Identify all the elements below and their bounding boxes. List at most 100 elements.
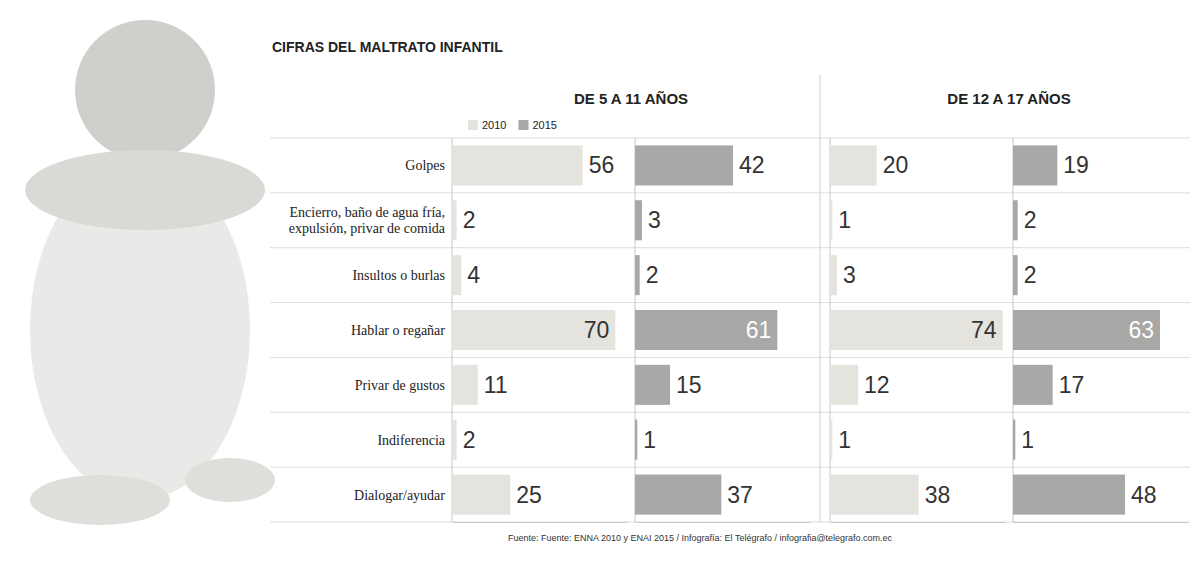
data-label: 17 (1059, 372, 1085, 398)
category-label: Encierro, baño de agua fría,expulsión, p… (289, 205, 446, 236)
category-label: Privar de gustos (355, 378, 445, 393)
source: Fuente: Fuente: ENNA 2010 y ENAI 2015 / … (508, 533, 893, 543)
row-separator (270, 467, 1190, 468)
bar (1013, 310, 1160, 350)
data-labels: 42326115137 (643, 152, 771, 507)
bar (452, 420, 457, 460)
row-separator (270, 357, 1190, 358)
x-axis-line (1014, 522, 1189, 523)
category-label-line: Golpes (405, 158, 445, 173)
data-label: 37 (727, 482, 753, 508)
row-separator (270, 192, 1190, 193)
illustration (25, 20, 275, 525)
data-label: 1 (838, 207, 851, 233)
data-label: 25 (516, 482, 542, 508)
bar (1013, 365, 1053, 405)
row-separator (270, 302, 1190, 303)
legend-item: 2010 (468, 119, 506, 131)
bar (452, 310, 615, 350)
legend-label: 2015 (532, 119, 556, 131)
legend-label: 2010 (482, 119, 506, 131)
data-label: 70 (584, 317, 610, 343)
data-label: 19 (1063, 152, 1089, 178)
x-axis-line (636, 522, 811, 523)
data-labels: 56247011225 (463, 152, 615, 507)
bar (830, 310, 1003, 350)
chart: CIFRAS DEL MALTRATO INFANTIL Golpes Encier… (0, 0, 1200, 566)
category-label-line: Insultos o burlas (352, 268, 445, 283)
bar (1013, 255, 1018, 295)
bar (635, 420, 637, 460)
row-separator (270, 522, 1190, 523)
data-label: 42 (739, 152, 765, 178)
bar (452, 255, 461, 295)
legend-swatch (468, 120, 478, 130)
x-axis (831, 522, 1006, 523)
chart-title: CIFRAS DEL MALTRATO INFANTIL (272, 39, 503, 55)
bar (830, 475, 919, 515)
bar (452, 365, 478, 405)
group-title: DE 12 A 17 AÑOS (947, 90, 1070, 107)
data-label: 2 (646, 262, 659, 288)
x-axis (636, 522, 811, 523)
bar (830, 420, 832, 460)
category-label-line: Dialogar/ayudar (354, 488, 445, 503)
category-label: Indiferencia (377, 433, 445, 448)
data-label: 2 (1024, 262, 1037, 288)
illustration-feet (30, 475, 170, 525)
category-label-line: Encierro, baño de agua fría, (290, 205, 445, 220)
bars (1013, 145, 1160, 514)
bar (1013, 145, 1057, 185)
data-label: 1 (838, 427, 851, 453)
data-label: 63 (1128, 317, 1154, 343)
x-axis (453, 522, 628, 523)
bar (830, 145, 877, 185)
legend: 2010 2015 (468, 119, 557, 131)
data-label: 2 (1024, 207, 1037, 233)
group-separator (820, 75, 821, 522)
data-label: 56 (589, 152, 615, 178)
data-label: 1 (643, 427, 656, 453)
row-separator (270, 412, 1190, 413)
data-label: 4 (467, 262, 480, 288)
illustration-arms (25, 150, 265, 230)
row-separator (270, 138, 1190, 139)
bar (635, 145, 733, 185)
data-label: 38 (925, 482, 951, 508)
data-label: 11 (484, 372, 508, 398)
row-separator (270, 247, 1190, 248)
data-label: 12 (864, 372, 890, 398)
bar (1013, 200, 1018, 240)
bar (1013, 420, 1015, 460)
bar (635, 365, 670, 405)
category-label-line: Indiferencia (377, 433, 445, 448)
data-label: 74 (971, 317, 997, 343)
category-label: Hablar o regañar (351, 323, 445, 338)
bar (830, 365, 858, 405)
bars (830, 145, 1003, 514)
data-label: 3 (648, 207, 661, 233)
data-labels: 19226317148 (1021, 152, 1156, 507)
illustration-feet (185, 458, 275, 502)
bar (635, 255, 640, 295)
data-label: 15 (676, 372, 702, 398)
data-label: 48 (1131, 482, 1157, 508)
bars (452, 145, 615, 514)
row-separators (270, 138, 1190, 522)
x-axis-line (453, 522, 628, 523)
category-label-line: Privar de gustos (355, 378, 445, 393)
bar (830, 255, 837, 295)
legend-item: 2015 (518, 119, 556, 131)
data-labels: 20137412138 (838, 152, 997, 507)
bar (635, 310, 777, 350)
bars (635, 145, 777, 514)
bar (452, 200, 457, 240)
category-label: Dialogar/ayudar (354, 488, 445, 503)
bar (1013, 475, 1125, 515)
category-label: Golpes (405, 158, 445, 173)
x-axis (1014, 522, 1189, 523)
bar (635, 200, 642, 240)
category-label: Insultos o burlas (352, 268, 445, 283)
illustration-head (75, 20, 215, 160)
category-label-line: expulsión, privar de comida (289, 221, 446, 236)
